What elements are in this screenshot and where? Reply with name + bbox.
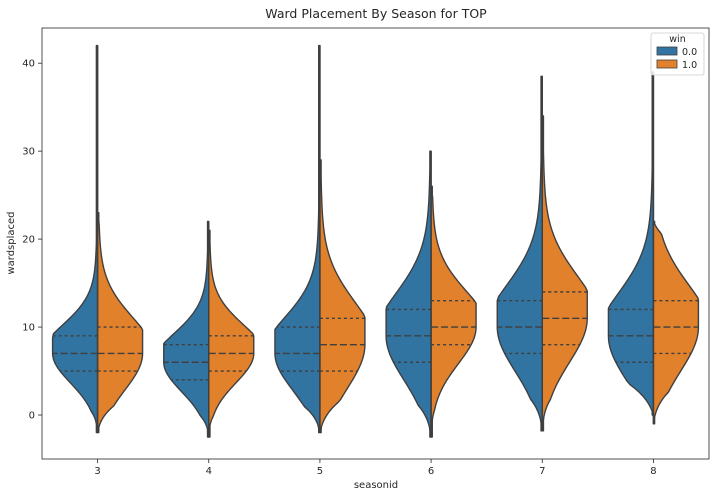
legend-label: 1.0 — [682, 60, 697, 71]
x-tick-label: 4 — [206, 466, 212, 477]
violin-half-win — [541, 115, 588, 432]
axes: 0 10 20 30 40 3 4 5 6 7 8 — [22, 59, 656, 477]
violin-half-loss — [51, 44, 99, 434]
violin-half-win — [319, 159, 366, 434]
x-tick-label: 7 — [539, 466, 545, 477]
violin-half-loss — [607, 71, 655, 416]
y-tick-label: 0 — [29, 411, 35, 422]
violin-half-loss — [163, 220, 210, 438]
legend-swatch — [656, 59, 678, 69]
chart-title: Ward Placement By Season for TOP — [265, 6, 487, 21]
violin-half-win — [208, 229, 255, 438]
x-axis-label: seasonid — [354, 480, 398, 491]
x-tick-label: 6 — [428, 466, 434, 477]
violin-half-loss — [496, 75, 543, 432]
x-tick-label: 3 — [94, 466, 100, 477]
violin-half-win — [96, 212, 144, 434]
legend-swatch — [656, 46, 678, 56]
violin-half-win — [652, 220, 700, 425]
violin-half-loss — [274, 44, 321, 434]
y-tick-label: 40 — [22, 59, 35, 70]
y-axis-label: wardsplaced — [6, 211, 17, 274]
legend-label: 0.0 — [682, 47, 697, 58]
y-tick-label: 30 — [22, 147, 35, 158]
y-tick-label: 10 — [22, 323, 35, 334]
x-tick-label: 5 — [317, 466, 323, 477]
legend-title: win — [669, 34, 685, 45]
y-tick-label: 20 — [22, 235, 35, 246]
violin-half-win — [430, 185, 477, 438]
violin-group — [51, 44, 700, 438]
x-tick-label: 8 — [650, 466, 656, 477]
violin-half-loss — [385, 150, 432, 438]
plot-frame — [41, 27, 710, 460]
legend: win 0.0 1.0 — [650, 32, 705, 76]
